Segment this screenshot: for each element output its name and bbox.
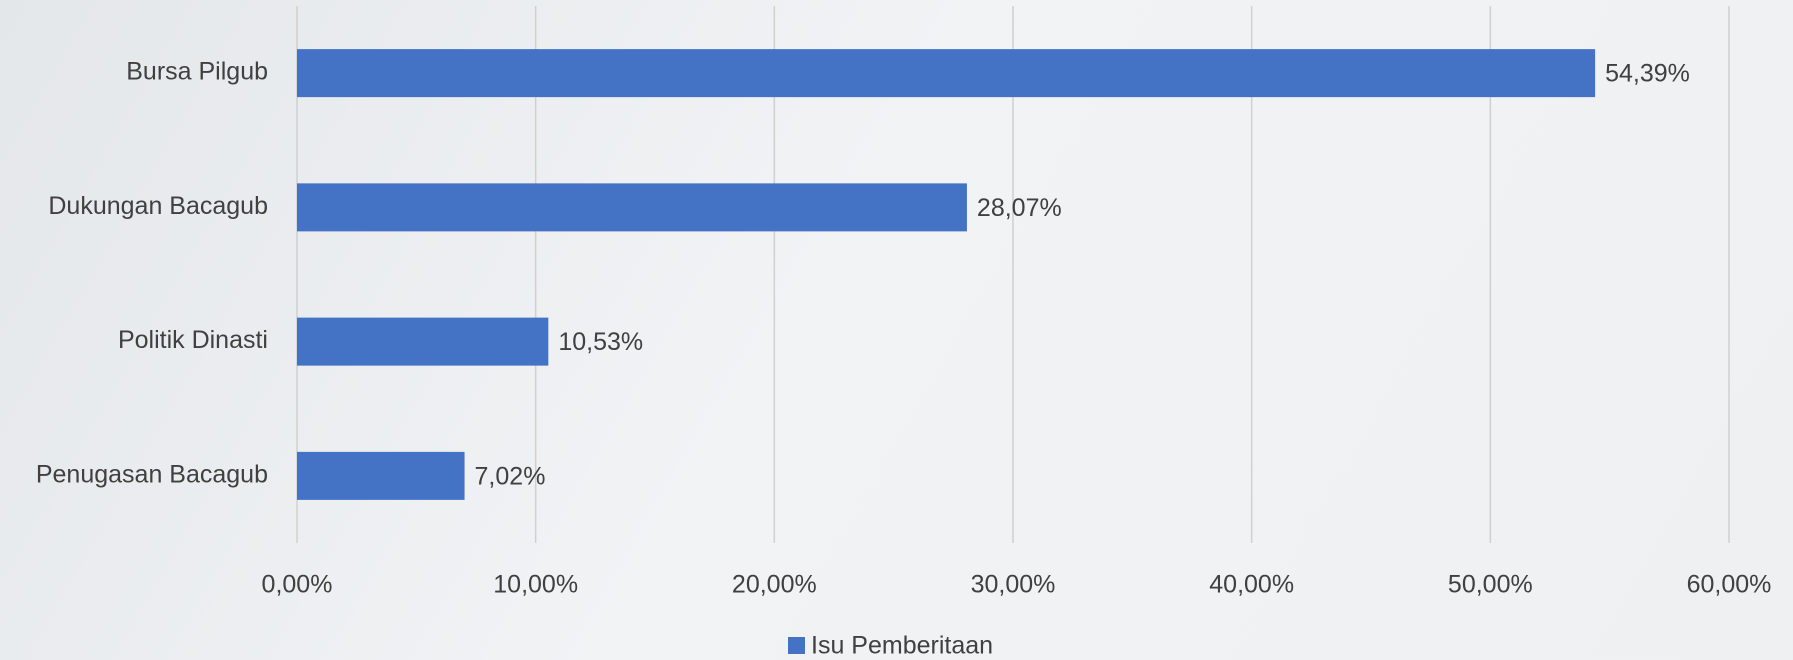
data-label: 28,07% — [977, 194, 1062, 222]
y-tick-label: Penugasan Bacagub — [36, 460, 268, 488]
legend-label: Isu Pemberitaan — [811, 632, 993, 660]
bar — [297, 49, 1596, 98]
y-tick-label: Politik Dinasti — [118, 326, 268, 354]
bar — [297, 317, 549, 366]
legend-swatch — [788, 637, 805, 654]
x-tick-label: 0,00% — [262, 571, 333, 599]
x-tick-label: 10,00% — [493, 571, 578, 599]
x-tick-label: 30,00% — [971, 571, 1056, 599]
y-tick-label: Dukungan Bacagub — [48, 192, 268, 220]
bar — [297, 451, 465, 500]
data-label: 54,39% — [1605, 60, 1690, 88]
data-label: 7,02% — [475, 462, 546, 490]
x-tick-label: 50,00% — [1448, 571, 1533, 599]
x-tick-label: 40,00% — [1209, 571, 1294, 599]
y-tick-label: Bursa Pilgub — [126, 58, 268, 86]
x-tick-label: 20,00% — [732, 571, 817, 599]
bar — [297, 183, 967, 232]
x-tick-label: 60,00% — [1687, 571, 1772, 599]
data-label: 10,53% — [558, 328, 643, 356]
